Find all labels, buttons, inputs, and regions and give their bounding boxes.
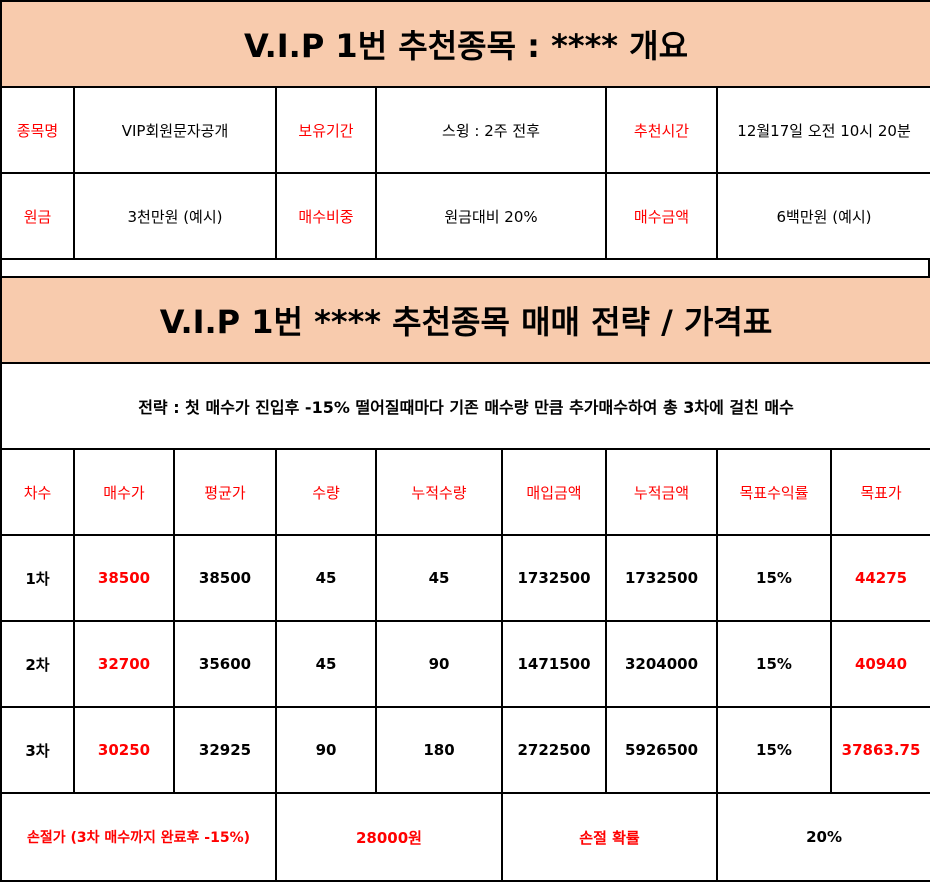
avg-price-cell: 35600 (173, 620, 277, 708)
target-return-cell: 15% (716, 706, 832, 794)
cum-quantity-cell: 90 (375, 620, 503, 708)
target-return-cell: 15% (716, 620, 832, 708)
buy-price-cell: 30250 (73, 706, 175, 794)
cum-quantity-cell: 45 (375, 534, 503, 622)
stock-name-label: 종목명 (0, 86, 75, 174)
quantity-cell: 45 (275, 620, 377, 708)
table-header-row: 차수 매수가 평균가 수량 누적수량 매입금액 누적금액 목표수익률 목표가 (0, 448, 930, 536)
col-header-buy-amount: 매입금액 (501, 448, 607, 536)
buy-price-cell: 32700 (73, 620, 175, 708)
overview-title: V.I.P 1번 추천종목 : **** 개요 (0, 0, 930, 88)
round-cell: 2차 (0, 620, 75, 708)
target-return-cell: 15% (716, 534, 832, 622)
stop-loss-probability-value: 20% (715, 792, 930, 882)
table-row: 3차 30250 32925 90 180 2722500 5926500 15… (0, 706, 930, 794)
stock-name-value: VIP회원문자공개 (73, 86, 277, 174)
buy-amount-cell: 1732500 (501, 534, 607, 622)
round-cell: 3차 (0, 706, 75, 794)
cum-amount-cell: 1732500 (605, 534, 718, 622)
stop-loss-probability-label: 손절 확률 (501, 792, 718, 882)
footer-row: 손절가 (3차 매수까지 완료후 -15%) 28000원 손절 확률 20% (0, 792, 930, 882)
cum-quantity-cell: 180 (375, 706, 503, 794)
target-price-cell: 44275 (829, 534, 930, 622)
buy-amount-cell: 1471500 (501, 620, 607, 708)
buy-amount-cell: 2722500 (501, 706, 607, 794)
target-price-cell: 37863.75 (829, 706, 930, 794)
overview-row: 원금 3천만원 (예시) 매수비중 원금대비 20% 매수금액 6백만원 (예시… (0, 172, 930, 260)
target-price-cell: 40940 (829, 620, 930, 708)
buy-ratio-value: 원금대비 20% (375, 172, 607, 260)
holding-period-value: 스윙 : 2주 전후 (375, 86, 607, 174)
stop-loss-label: 손절가 (3차 매수까지 완료후 -15%) (0, 792, 277, 882)
avg-price-cell: 32925 (173, 706, 277, 794)
buy-amount-value: 6백만원 (예시) (715, 172, 930, 260)
col-header-target-return: 목표수익률 (716, 448, 832, 536)
buy-ratio-label: 매수비중 (275, 172, 377, 260)
strategy-title: V.I.P 1번 **** 추천종목 매매 전략 / 가격표 (0, 276, 930, 364)
col-header-target-price: 목표가 (829, 448, 930, 536)
buy-amount-label: 매수금액 (605, 172, 718, 260)
cum-amount-cell: 5926500 (605, 706, 718, 794)
quantity-cell: 45 (275, 534, 377, 622)
table-row: 1차 38500 38500 45 45 1732500 1732500 15%… (0, 534, 930, 622)
col-header-cum-quantity: 누적수량 (375, 448, 503, 536)
principal-label: 원금 (0, 172, 75, 260)
strategy-table: V.I.P 1번 **** 추천종목 매매 전략 / 가격표 전략 : 첫 매수… (0, 276, 930, 882)
principal-value: 3천만원 (예시) (73, 172, 277, 260)
strategy-description: 전략 : 첫 매수가 진입후 -15% 떨어질때마다 기존 매수량 만큼 추가매… (0, 362, 930, 450)
quantity-cell: 90 (275, 706, 377, 794)
recommend-time-value: 12월17일 오전 10시 20분 (715, 86, 930, 174)
stop-loss-value: 28000원 (275, 792, 503, 882)
table-row: 2차 32700 35600 45 90 1471500 3204000 15%… (0, 620, 930, 708)
round-cell: 1차 (0, 534, 75, 622)
recommend-time-label: 추천시간 (605, 86, 718, 174)
section-gap (0, 258, 930, 278)
col-header-round: 차수 (0, 448, 75, 536)
overview-row: 종목명 VIP회원문자공개 보유기간 스윙 : 2주 전후 추천시간 12월17… (0, 86, 930, 174)
avg-price-cell: 38500 (173, 534, 277, 622)
col-header-quantity: 수량 (275, 448, 377, 536)
col-header-avg-price: 평균가 (173, 448, 277, 536)
overview-table: V.I.P 1번 추천종목 : **** 개요 종목명 VIP회원문자공개 보유… (0, 0, 930, 260)
col-header-cum-amount: 누적금액 (605, 448, 718, 536)
holding-period-label: 보유기간 (275, 86, 377, 174)
col-header-buy-price: 매수가 (73, 448, 175, 536)
cum-amount-cell: 3204000 (605, 620, 718, 708)
buy-price-cell: 38500 (73, 534, 175, 622)
